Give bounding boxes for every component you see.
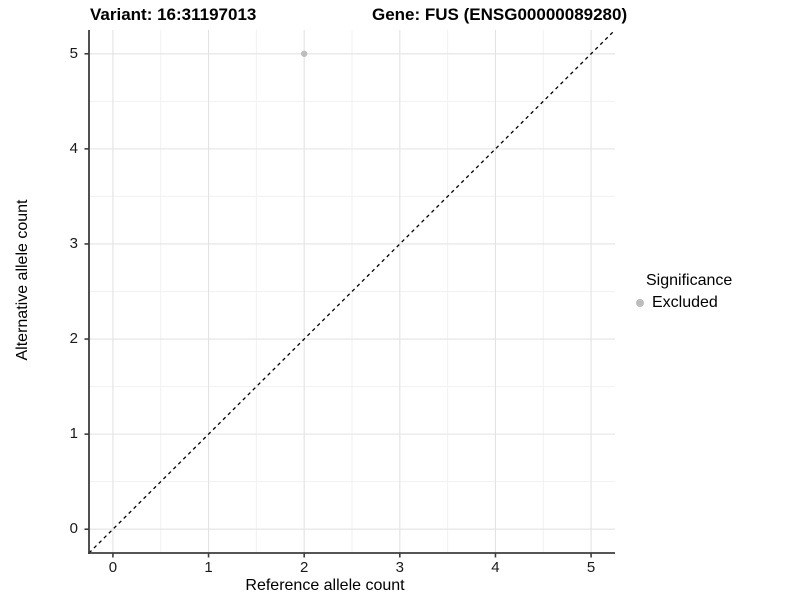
x-tick-label: 5 <box>586 559 596 576</box>
legend-item-label: Excluded <box>652 294 718 311</box>
x-axis-title: Reference allele count <box>245 577 405 594</box>
x-tick-label: 0 <box>108 559 118 576</box>
y-tick-label: 1 <box>69 425 78 443</box>
gene-title: Gene: FUS (ENSG00000089280) <box>372 5 628 24</box>
y-tick-label: 4 <box>69 139 78 157</box>
y-tick-label: 3 <box>69 234 78 252</box>
x-tick-label: 3 <box>395 559 404 576</box>
variant-title: Variant: 16:31197013 <box>90 5 257 24</box>
y-tick-label: 2 <box>69 330 78 348</box>
excluded-point-icon <box>636 298 644 307</box>
y-axis-title: Alternative allele count <box>14 199 31 361</box>
legend-item-excluded: Excluded <box>634 294 732 311</box>
x-tick-label: 1 <box>204 559 213 576</box>
x-tick-label: 2 <box>300 559 309 576</box>
x-tick-label: 4 <box>491 559 500 576</box>
legend-title: Significance <box>646 272 733 289</box>
identity-reference-line <box>88 29 616 554</box>
y-tick-label: 0 <box>69 520 78 538</box>
y-tick-label: 5 <box>69 44 78 62</box>
data-point <box>300 50 308 57</box>
legend: Significance Excluded <box>634 272 732 311</box>
